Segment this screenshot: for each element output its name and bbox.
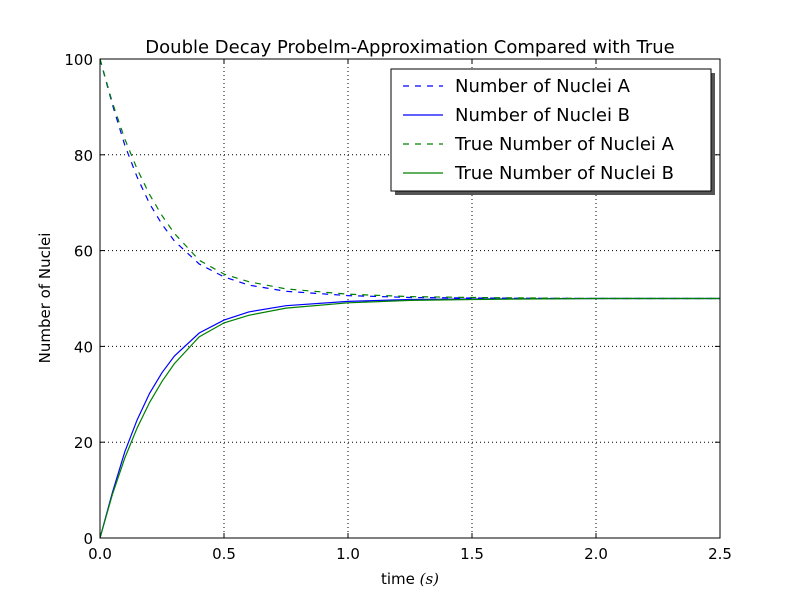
series-lines — [99, 58, 720, 539]
x-tick-label: 2.0 — [584, 545, 608, 563]
legend-box — [390, 68, 712, 192]
legend-label-4: True Number of Nuclei B — [454, 163, 674, 184]
legend-label-2: Number of Nuclei B — [455, 105, 630, 126]
x-axis-label: time (s) — [381, 570, 439, 588]
series-line-2 — [99, 297, 720, 539]
plot-frame — [99, 58, 721, 539]
series-line-1 — [99, 58, 720, 300]
x-tick-label: 2.5 — [708, 545, 732, 563]
legend-label-3: True Number of Nuclei A — [454, 134, 675, 155]
legend: Number of Nuclei A Number of Nuclei B True… — [390, 68, 715, 195]
legend-label-1: Number of Nuclei A — [455, 76, 631, 97]
series-line-3 — [99, 58, 720, 300]
y-tick-label: 100 — [64, 51, 93, 69]
y-tick-label: 0 — [83, 530, 93, 548]
x-tick-label: 1.0 — [336, 545, 360, 563]
y-axis-ticks: 0 20 40 60 80 100 — [64, 51, 720, 548]
x-axis-ticks: 0.0 0.5 1.0 1.5 2.0 2.5 — [88, 59, 732, 563]
chart-title: Double Decay Probelm-Approximation Compa… — [145, 37, 674, 58]
y-tick-label: 40 — [74, 338, 93, 356]
y-tick-label: 80 — [74, 147, 93, 165]
x-tick-label: 1.5 — [460, 545, 484, 563]
y-axis-label: Number of Nuclei — [36, 233, 54, 364]
series-line-4 — [99, 297, 720, 539]
x-tick-label: 0.0 — [88, 545, 112, 563]
y-tick-label: 20 — [74, 434, 93, 452]
y-tick-label: 60 — [74, 243, 93, 261]
x-tick-label: 0.5 — [212, 545, 236, 563]
